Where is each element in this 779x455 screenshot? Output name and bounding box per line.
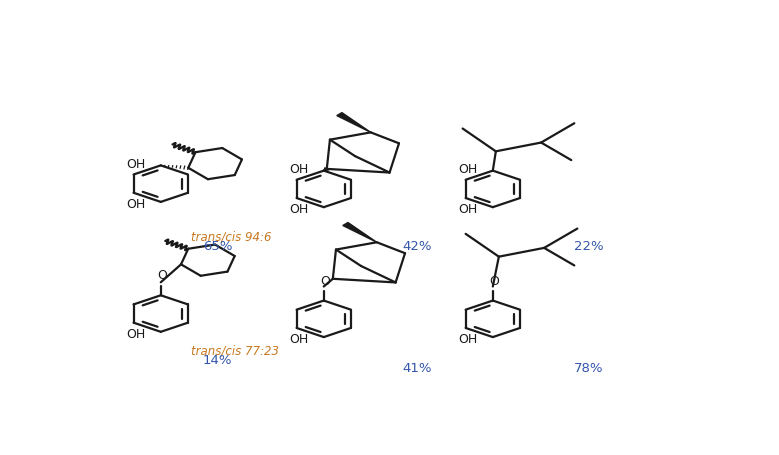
Text: 41%: 41% [402, 362, 432, 374]
Text: O: O [320, 274, 330, 287]
Text: 14%: 14% [203, 353, 232, 366]
Text: 78%: 78% [574, 362, 604, 374]
Text: OH: OH [126, 198, 146, 211]
Text: OH: OH [459, 333, 478, 345]
Text: trans/cis 94:6: trans/cis 94:6 [191, 230, 271, 243]
Text: OH: OH [290, 333, 308, 345]
Text: OH: OH [126, 327, 146, 340]
Text: O: O [157, 268, 167, 282]
Text: OH: OH [459, 203, 478, 216]
Text: 65%: 65% [203, 239, 232, 252]
Text: OH: OH [290, 203, 308, 216]
Text: OH: OH [126, 158, 146, 171]
Polygon shape [343, 223, 377, 243]
Text: O: O [489, 274, 499, 287]
Polygon shape [337, 113, 371, 133]
Text: OH: OH [290, 163, 308, 176]
Text: 42%: 42% [402, 239, 432, 252]
Text: 22%: 22% [574, 239, 604, 252]
Text: OH: OH [459, 163, 478, 176]
Text: trans/cis 77:23: trans/cis 77:23 [191, 344, 279, 357]
